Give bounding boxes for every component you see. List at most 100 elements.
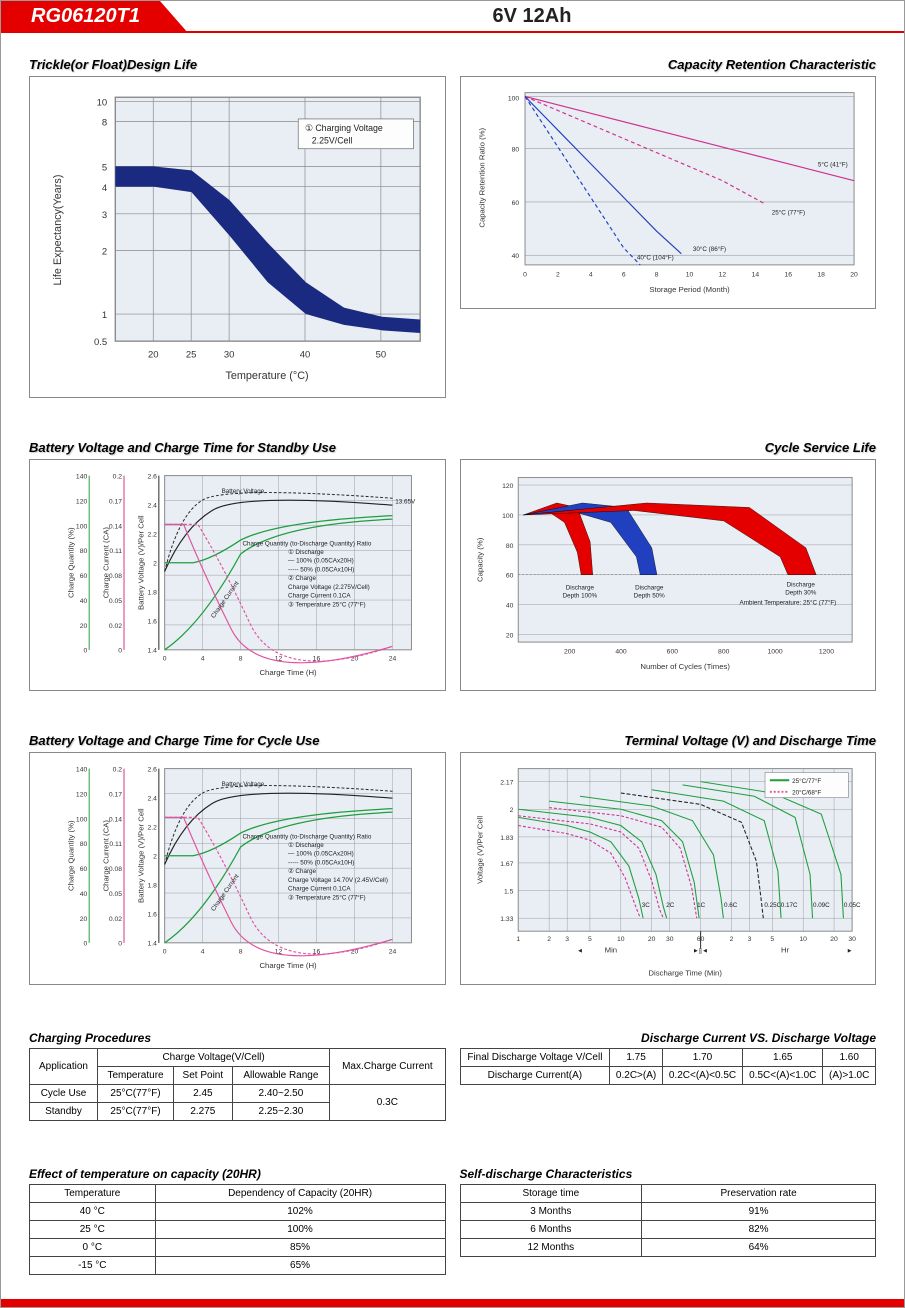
svg-text:60: 60 bbox=[511, 200, 519, 207]
svg-text:2.2: 2.2 bbox=[148, 825, 158, 832]
svg-text:120: 120 bbox=[76, 498, 88, 505]
th-sp: Set Point bbox=[174, 1066, 233, 1084]
svg-text:0.05: 0.05 bbox=[109, 598, 122, 605]
svg-text:Charge Quantity (%): Charge Quantity (%) bbox=[67, 527, 76, 598]
th-range: Allowable Range bbox=[232, 1066, 330, 1084]
trickle-chart: ① Charging Voltage 2.25V/Cell 0.5 1 2 3 … bbox=[29, 76, 446, 398]
svg-text:20°C/68°F: 20°C/68°F bbox=[792, 789, 821, 797]
svg-text:Battery Voltage (V)/Per Cell: Battery Voltage (V)/Per Cell bbox=[136, 808, 145, 903]
svg-text:Capacity (%): Capacity (%) bbox=[475, 537, 484, 582]
svg-text:① Charging Voltage: ① Charging Voltage bbox=[305, 123, 383, 133]
discharge-iv-table: Final Discharge Voltage V/Cell 1.75 1.70… bbox=[460, 1048, 877, 1085]
th-max: Max.Charge Current bbox=[330, 1048, 445, 1084]
tables-row-1: Charging Procedures Application Charge V… bbox=[1, 1003, 904, 1139]
svg-text:Voltage (V)/Per Cell: Voltage (V)/Per Cell bbox=[475, 816, 484, 884]
svg-text:80: 80 bbox=[505, 542, 513, 549]
svg-text:25°C/77°F: 25°C/77°F bbox=[792, 777, 821, 785]
svg-text:— 100% (0.05CAx20H): — 100% (0.05CAx20H) bbox=[288, 851, 354, 858]
svg-text:60: 60 bbox=[80, 866, 88, 873]
svg-text:2C: 2C bbox=[666, 902, 674, 909]
svg-text:— 100% (0.05CAx20H): — 100% (0.05CAx20H) bbox=[288, 557, 354, 564]
svg-text:Charge Quantity (to-Discharge: Charge Quantity (to-Discharge Quantity) … bbox=[242, 834, 371, 841]
svg-text:140: 140 bbox=[76, 473, 88, 480]
svg-text:----- 50% (0.05CAx10H): ----- 50% (0.05CAx10H) bbox=[288, 566, 354, 573]
svg-text:Battery Voltage: Battery Voltage bbox=[222, 488, 265, 495]
svg-text:10: 10 bbox=[97, 97, 108, 108]
terminal-chart: 1.331.51.671.8322.1712351020306023510203… bbox=[460, 752, 877, 985]
svg-text:1.4: 1.4 bbox=[148, 647, 158, 654]
svg-text:0.14: 0.14 bbox=[109, 817, 122, 824]
svg-text:1C: 1C bbox=[697, 902, 705, 909]
charts-row-2: Battery Voltage and Charge Time for Stan… bbox=[1, 416, 904, 710]
svg-text:0.11: 0.11 bbox=[109, 841, 122, 848]
table-row: Final Discharge Voltage V/Cell 1.75 1.70… bbox=[460, 1048, 876, 1066]
svg-text:25°C (77°F): 25°C (77°F) bbox=[771, 208, 804, 216]
svg-text:Charge Current 0.1CA: Charge Current 0.1CA bbox=[288, 886, 351, 893]
footer-bar bbox=[1, 1299, 904, 1307]
svg-text:1.67: 1.67 bbox=[500, 861, 513, 868]
svg-text:25: 25 bbox=[186, 349, 197, 360]
svg-text:Charge Quantity (to-Discharge: Charge Quantity (to-Discharge Quantity) … bbox=[242, 540, 371, 547]
svg-text:1000: 1000 bbox=[767, 648, 782, 655]
self-discharge-title: Self-discharge Characteristics bbox=[460, 1167, 877, 1181]
terminal-section: Terminal Voltage (V) and Discharge Time … bbox=[460, 727, 877, 985]
svg-text:Battery Voltage (V)/Per Cell: Battery Voltage (V)/Per Cell bbox=[136, 515, 145, 610]
svg-text:4: 4 bbox=[201, 655, 205, 662]
svg-text:Discharge Time (Min): Discharge Time (Min) bbox=[648, 969, 722, 978]
svg-text:80: 80 bbox=[511, 147, 519, 154]
svg-text:Depth 100%: Depth 100% bbox=[562, 592, 597, 599]
battery-spec: 6V 12Ah bbox=[160, 1, 904, 31]
trickle-section: Trickle(or Float)Design Life bbox=[29, 51, 446, 398]
svg-text:5: 5 bbox=[588, 936, 592, 943]
standby-title: Battery Voltage and Charge Time for Stan… bbox=[29, 440, 446, 455]
svg-text:120: 120 bbox=[76, 792, 88, 799]
retention-chart: 5°C (41°F)25°C (77°F)30°C (86°F)40°C (10… bbox=[460, 76, 877, 309]
svg-text:Number of Cycles (Times): Number of Cycles (Times) bbox=[640, 662, 730, 671]
svg-text:40: 40 bbox=[80, 598, 88, 605]
svg-text:20: 20 bbox=[830, 936, 838, 943]
svg-text:2: 2 bbox=[729, 936, 733, 943]
svg-text:30: 30 bbox=[848, 936, 856, 943]
svg-text:2.6: 2.6 bbox=[148, 473, 158, 480]
standby-svg: 04812162024020406080100120140Charge Quan… bbox=[34, 464, 441, 687]
svg-text:40: 40 bbox=[505, 602, 513, 609]
svg-text:2.25V/Cell: 2.25V/Cell bbox=[312, 135, 353, 145]
svg-text:10: 10 bbox=[799, 936, 807, 943]
svg-text:8: 8 bbox=[102, 118, 107, 129]
svg-text:24: 24 bbox=[389, 949, 397, 956]
cycle-charge-svg: 04812162024020406080100120140Charge Quan… bbox=[34, 757, 441, 980]
svg-text:② Charge: ② Charge bbox=[288, 868, 316, 875]
svg-text:Charge Current (CA): Charge Current (CA) bbox=[102, 820, 111, 892]
svg-text:◄: ◄ bbox=[576, 948, 582, 955]
svg-text:14: 14 bbox=[751, 271, 759, 278]
svg-text:30: 30 bbox=[665, 936, 673, 943]
svg-text:Charge Quantity (%): Charge Quantity (%) bbox=[67, 820, 76, 891]
model-number: RG06120T1 bbox=[1, 1, 160, 31]
svg-text:① Discharge: ① Discharge bbox=[288, 549, 324, 556]
svg-text:0.02: 0.02 bbox=[109, 916, 122, 923]
self-discharge-section: Self-discharge Characteristics Storage t… bbox=[460, 1157, 877, 1275]
svg-text:Charge Time (H): Charge Time (H) bbox=[259, 668, 317, 677]
svg-text:1.33: 1.33 bbox=[500, 916, 513, 923]
svg-text:4: 4 bbox=[588, 271, 592, 278]
svg-text:4: 4 bbox=[201, 949, 205, 956]
cycle-life-chart: 2040608010012020040060080010001200Discha… bbox=[460, 459, 877, 692]
svg-text:100: 100 bbox=[76, 817, 88, 824]
svg-text:20: 20 bbox=[80, 916, 88, 923]
svg-text:0.05C: 0.05C bbox=[843, 902, 860, 909]
svg-text:2: 2 bbox=[153, 560, 157, 567]
svg-text:8: 8 bbox=[654, 271, 658, 278]
charging-title: Charging Procedures bbox=[29, 1031, 446, 1045]
svg-text:Life Expectancy(Years): Life Expectancy(Years) bbox=[52, 175, 64, 286]
table-row: 12 Months64% bbox=[460, 1238, 876, 1256]
svg-text:Min: Min bbox=[604, 946, 616, 955]
svg-text:20: 20 bbox=[505, 632, 513, 639]
temp-cap-table: TemperatureDependency of Capacity (20HR)… bbox=[29, 1184, 446, 1275]
table-row: -15 °C65% bbox=[30, 1256, 446, 1274]
svg-text:3: 3 bbox=[747, 936, 751, 943]
svg-text:0.17: 0.17 bbox=[109, 498, 122, 505]
trickle-title: Trickle(or Float)Design Life bbox=[29, 57, 446, 72]
svg-text:0.02: 0.02 bbox=[109, 622, 122, 629]
svg-text:12: 12 bbox=[718, 271, 726, 278]
svg-text:0.17: 0.17 bbox=[109, 792, 122, 799]
